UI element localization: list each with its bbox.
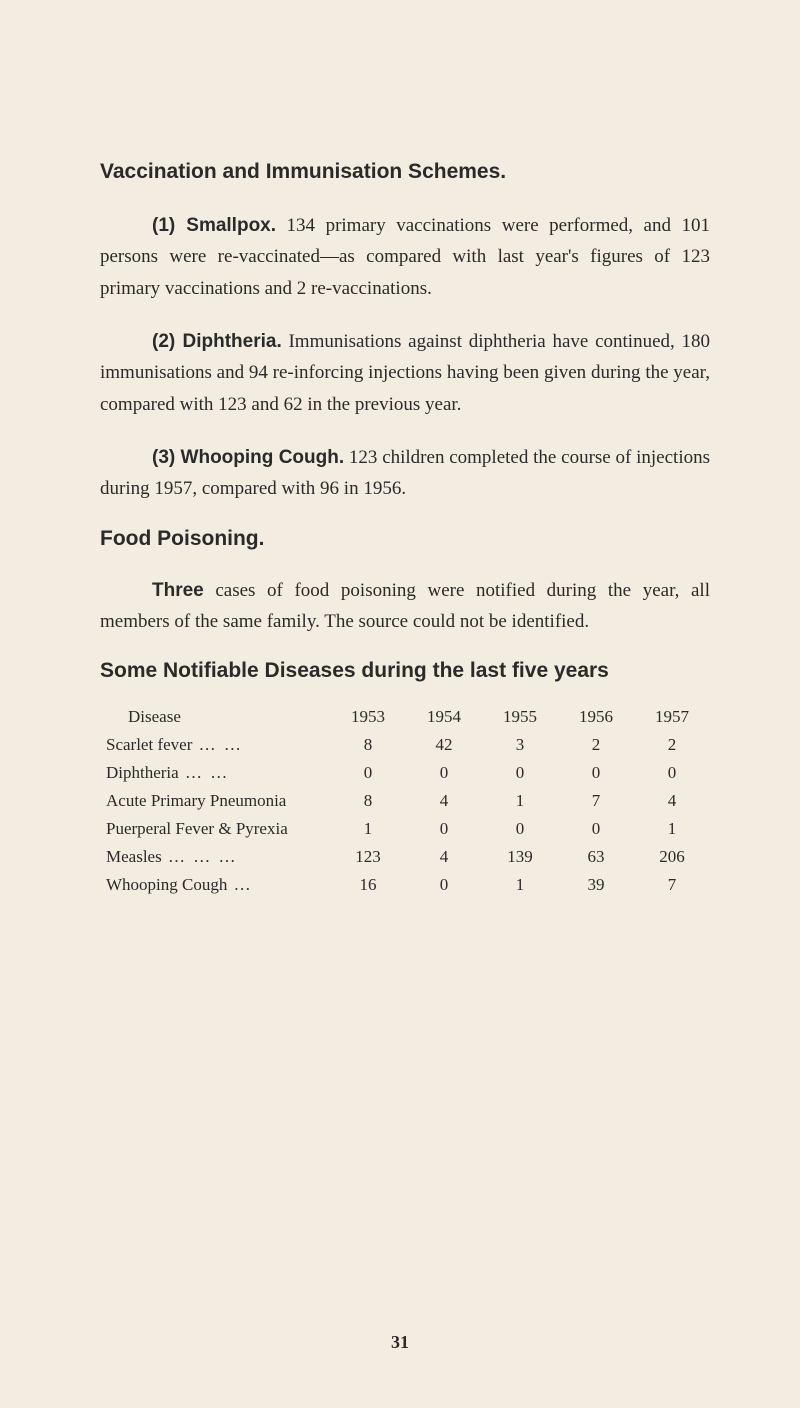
table-row: Measles … … …123413963206 xyxy=(100,843,710,871)
table-cell: 7 xyxy=(634,871,710,899)
heading-notifiable-diseases: Some Notifiable Diseases during the last… xyxy=(100,659,710,683)
table-cell: 2 xyxy=(558,731,634,759)
disease-label: Acute Primary Pneumonia xyxy=(100,787,330,815)
table-cell: 0 xyxy=(482,759,558,787)
table-cell: 8 xyxy=(330,787,406,815)
table-header-row: Disease 1953 1954 1955 1956 1957 xyxy=(100,703,710,731)
table-cell: 1 xyxy=(634,815,710,843)
th-1954: 1954 xyxy=(406,703,482,731)
table-cell: 8 xyxy=(330,731,406,759)
table-cell: 1 xyxy=(482,787,558,815)
table-cell: 0 xyxy=(558,815,634,843)
bold-whooping: (3) Whooping Cough. xyxy=(152,447,344,468)
disease-label: Diphtheria … … xyxy=(100,759,330,787)
disease-label: Whooping Cough … xyxy=(100,871,330,899)
disease-label: Scarlet fever … … xyxy=(100,731,330,759)
table-cell: 0 xyxy=(634,759,710,787)
bold-smallpox: (1) Smallpox. xyxy=(152,215,276,236)
table-cell: 4 xyxy=(406,843,482,871)
table-cell: 123 xyxy=(330,843,406,871)
table-cell: 4 xyxy=(406,787,482,815)
table-cell: 139 xyxy=(482,843,558,871)
table-cell: 7 xyxy=(558,787,634,815)
table-row: Scarlet fever … …842322 xyxy=(100,731,710,759)
table-cell: 0 xyxy=(406,871,482,899)
table-body: Scarlet fever … …842322Diphtheria … …000… xyxy=(100,731,710,899)
page-number: 31 xyxy=(391,1332,409,1353)
table-row: Diphtheria … …00000 xyxy=(100,759,710,787)
th-1953: 1953 xyxy=(330,703,406,731)
table-row: Whooping Cough …1601397 xyxy=(100,871,710,899)
heading-vaccination: Vaccination and Immunisation Schemes. xyxy=(100,160,710,184)
heading-food-poisoning: Food Poisoning. xyxy=(100,527,710,551)
table-cell: 0 xyxy=(406,815,482,843)
table-cell: 42 xyxy=(406,731,482,759)
table-cell: 4 xyxy=(634,787,710,815)
table-cell: 2 xyxy=(634,731,710,759)
th-disease: Disease xyxy=(100,703,330,731)
table-cell: 63 xyxy=(558,843,634,871)
table-cell: 1 xyxy=(330,815,406,843)
th-1955: 1955 xyxy=(482,703,558,731)
table-cell: 3 xyxy=(482,731,558,759)
para-smallpox: (1) Smallpox. 134 primary vaccinations w… xyxy=(100,210,710,304)
table-row: Puerperal Fever & Pyrexia10001 xyxy=(100,815,710,843)
table-cell: 0 xyxy=(482,815,558,843)
table-cell: 39 xyxy=(558,871,634,899)
table-cell: 0 xyxy=(406,759,482,787)
th-1957: 1957 xyxy=(634,703,710,731)
disease-label: Puerperal Fever & Pyrexia xyxy=(100,815,330,843)
table-cell: 206 xyxy=(634,843,710,871)
table-cell: 16 xyxy=(330,871,406,899)
bold-three: Three xyxy=(152,580,204,601)
disease-label: Measles … … … xyxy=(100,843,330,871)
th-1956: 1956 xyxy=(558,703,634,731)
para-diphtheria: (2) Diphtheria. Immunisations against di… xyxy=(100,326,710,420)
table-cell: 0 xyxy=(330,759,406,787)
disease-table: Disease 1953 1954 1955 1956 1957 Scarlet… xyxy=(100,703,710,899)
para-whooping: (3) Whooping Cough. 123 children complet… xyxy=(100,442,710,505)
para-food-poisoning: Three cases of food poisoning were notif… xyxy=(100,575,710,638)
bold-diphtheria: (2) Diphtheria. xyxy=(152,331,282,352)
table-cell: 1 xyxy=(482,871,558,899)
table-row: Acute Primary Pneumonia84174 xyxy=(100,787,710,815)
table-cell: 0 xyxy=(558,759,634,787)
